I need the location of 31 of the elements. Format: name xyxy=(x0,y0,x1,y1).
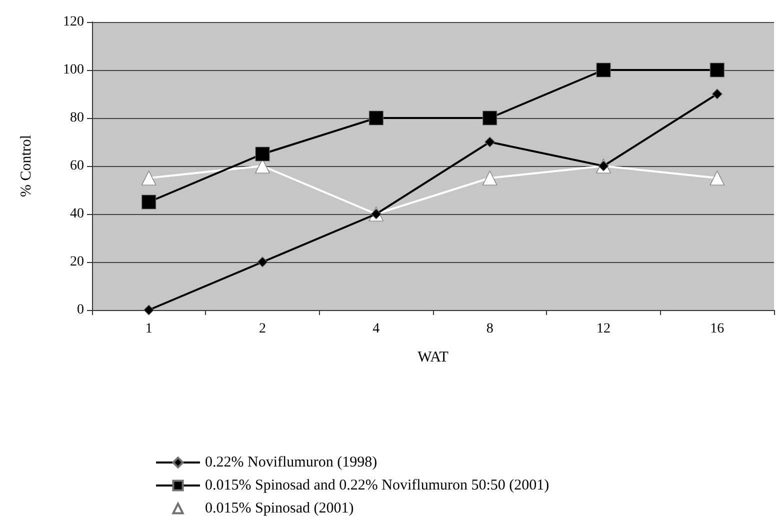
point xyxy=(482,110,498,126)
y-tick-label: 120 xyxy=(63,14,84,30)
point xyxy=(368,110,384,126)
point xyxy=(712,88,722,100)
y-tick-label: 20 xyxy=(70,254,84,270)
x-tick-label: 2 xyxy=(259,322,266,336)
x-axis-title: WAT xyxy=(418,350,448,366)
x-tick-label: 1 xyxy=(145,322,152,336)
legend-label: 0.22% Noviflumuron (1998) xyxy=(205,454,378,470)
point xyxy=(484,136,496,148)
y-tick-label: 80 xyxy=(70,110,84,126)
y-tick-label: 40 xyxy=(70,206,84,222)
legend-label: 0.015% Spinosad and 0.22% Noviflumuron 50:50 (2001) xyxy=(205,478,550,494)
y-tick-label: 60 xyxy=(70,158,84,174)
x-tick-label: 4 xyxy=(372,322,380,336)
point xyxy=(710,170,724,186)
legend-label: 0.015% Spinosad (2001) xyxy=(205,500,354,516)
point xyxy=(482,170,498,186)
point xyxy=(144,304,154,316)
x-tick-label: 12 xyxy=(596,322,610,336)
y-tick-label: 100 xyxy=(63,62,84,78)
y-tick-label: 0 xyxy=(77,302,84,318)
point xyxy=(255,146,270,162)
point xyxy=(596,62,611,78)
point xyxy=(257,256,268,268)
point xyxy=(142,170,156,186)
x-tick-label: 16 xyxy=(710,322,724,336)
point xyxy=(142,194,156,210)
y-axis-title: % Control xyxy=(18,134,34,198)
point xyxy=(710,62,724,78)
x-tick-label: 8 xyxy=(486,322,494,336)
